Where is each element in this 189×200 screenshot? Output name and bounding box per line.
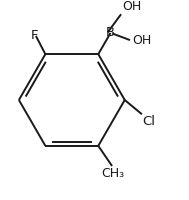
Text: F: F bbox=[31, 29, 38, 42]
Text: OH: OH bbox=[122, 0, 142, 13]
Text: OH: OH bbox=[132, 34, 151, 47]
Text: B: B bbox=[106, 26, 115, 39]
Text: Cl: Cl bbox=[142, 115, 155, 128]
Text: CH₃: CH₃ bbox=[101, 167, 124, 180]
